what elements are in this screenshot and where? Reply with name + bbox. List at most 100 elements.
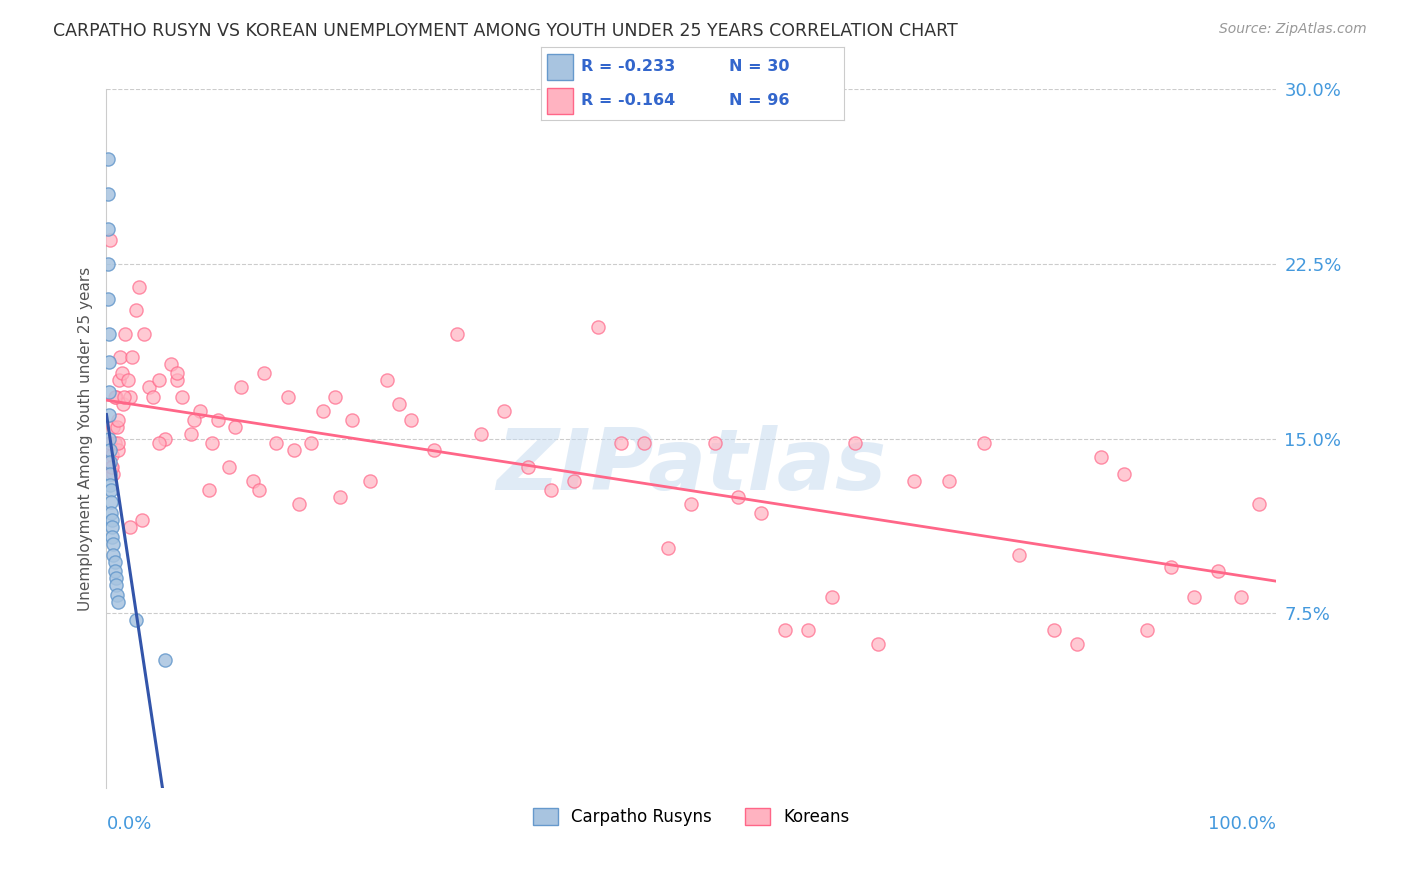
Point [1090,450,1112,465]
Point [657,541,679,556]
Point [844,436,866,450]
Point [97,384,120,399]
Point [97,432,120,446]
Point [104,565,127,579]
Point [138,380,160,394]
Point [1008,548,1031,562]
Point [104,578,127,592]
Point [118,390,141,404]
Point [118,520,141,534]
Point [101,459,124,474]
Point [100,506,122,520]
Point [153,653,176,667]
Point [494,403,516,417]
Point [101,448,124,462]
Point [166,367,188,381]
Point [229,380,252,394]
Point [107,413,129,427]
Point [98,436,121,450]
Point [100,494,122,508]
Point [610,436,633,450]
Point [101,529,124,543]
Point [107,436,129,450]
Point [97,409,120,423]
Point [586,319,609,334]
Point [681,497,703,511]
Text: ZIPatlas: ZIPatlas [496,425,886,508]
Point [399,413,422,427]
Point [375,373,398,387]
Text: CARPATHO RUSYN VS KOREAN UNEMPLOYMENT AMONG YOUTH UNDER 25 YEARS CORRELATION CHA: CARPATHO RUSYN VS KOREAN UNEMPLOYMENT AM… [53,22,957,40]
Point [312,403,335,417]
Point [166,373,188,387]
Point [104,572,127,586]
Point [105,588,128,602]
Point [198,483,221,497]
Point [299,436,322,450]
Point [329,490,352,504]
Point [1182,590,1205,604]
Point [1230,590,1253,604]
Point [224,420,246,434]
Point [253,367,276,381]
Point [180,426,202,441]
Point [101,513,124,527]
Point [283,443,305,458]
Point [868,637,890,651]
Point [97,326,120,341]
Text: N = 96: N = 96 [728,93,789,108]
Text: N = 30: N = 30 [728,59,789,74]
Point [938,474,960,488]
Point [98,455,121,469]
Point [100,459,122,474]
Point [104,436,127,450]
Point [132,326,155,341]
Text: R = -0.164: R = -0.164 [581,93,675,108]
Point [277,390,299,404]
Point [100,483,122,497]
Point [103,420,125,434]
Point [110,350,132,364]
Point [218,459,240,474]
Point [540,483,562,497]
Point [97,221,120,235]
Point [323,390,346,404]
Point [97,257,120,271]
Point [1066,637,1088,651]
Point [797,623,820,637]
Point [97,354,120,368]
Point [751,506,773,520]
Point [98,443,121,458]
Point [207,413,229,427]
Point [121,350,143,364]
Point [111,397,134,411]
Point [340,413,363,427]
Point [903,474,925,488]
FancyBboxPatch shape [547,54,574,80]
Point [148,436,170,450]
Point [103,548,125,562]
Point [1043,623,1066,637]
Point [562,474,585,488]
Point [112,390,135,404]
Point [1112,467,1135,481]
Point [388,397,411,411]
Y-axis label: Unemployment Among Youth under 25 years: Unemployment Among Youth under 25 years [79,267,93,611]
Point [97,292,120,306]
Point [107,595,129,609]
Point [242,474,264,488]
Point [114,326,136,341]
Point [703,436,725,450]
Text: Source: ZipAtlas.com: Source: ZipAtlas.com [1219,22,1367,37]
Point [159,357,181,371]
Point [446,326,468,341]
Point [201,436,224,450]
Point [247,483,270,497]
Point [104,390,127,404]
Point [101,520,124,534]
Point [98,234,121,248]
Point [633,436,655,450]
Point [359,474,381,488]
Point [108,373,131,387]
Point [128,280,150,294]
